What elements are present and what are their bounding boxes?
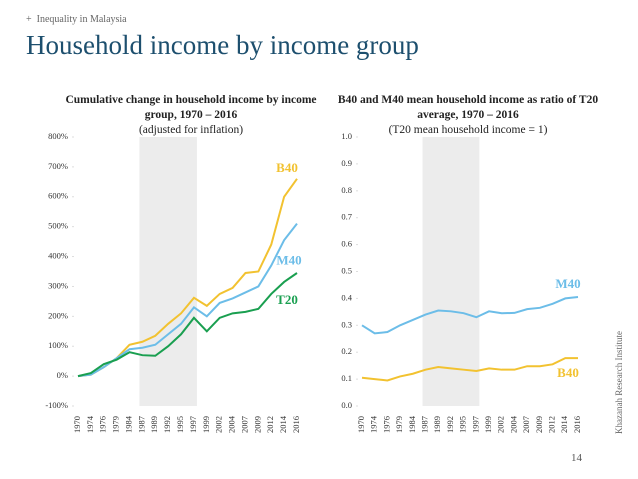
y-tick-label: 0.3 [341, 319, 352, 329]
series-line [77, 272, 298, 378]
kicker: + Inequality in Malaysia [26, 14, 127, 25]
y-tick-label: -100% [45, 400, 68, 410]
y-tick-label: 0.7 [341, 212, 352, 222]
chart-subtitle: (T20 mean household income = 1) [388, 124, 548, 136]
chart-heading: B40 and M40 mean household income as rat… [333, 93, 603, 138]
y-tick-label: 700% [48, 161, 68, 171]
series-label: M40 [555, 276, 580, 291]
y-tick-label: 0.0 [341, 400, 352, 410]
x-tick-label: 2016 [291, 416, 301, 433]
series-label: B40 [276, 160, 298, 175]
x-tick-label: 1992 [445, 416, 455, 433]
series-line [361, 357, 578, 382]
x-tick-label: 1995 [175, 416, 185, 433]
series-label: M40 [276, 253, 301, 268]
series-label: B40 [557, 365, 579, 380]
chart-title: Cumulative change in household income by… [65, 94, 317, 121]
chart-heading: Cumulative change in household income by… [56, 93, 326, 138]
x-tick-label: 2014 [278, 415, 288, 433]
x-tick-label: 2016 [572, 416, 582, 433]
x-tick-label: 1970 [356, 416, 366, 433]
kicker-text: Inequality in Malaysia [36, 14, 127, 25]
x-tick-label: 2009 [534, 416, 544, 433]
x-tick-label: 1979 [111, 416, 121, 433]
x-tick-label: 1984 [407, 415, 417, 433]
series-line [361, 296, 579, 335]
x-tick-label: 2007 [521, 416, 531, 433]
x-tick-label: 2002 [496, 416, 506, 433]
y-tick-label: 0.8 [341, 185, 352, 195]
x-tick-label: 1999 [201, 416, 211, 433]
x-tick-label: 1974 [85, 415, 95, 433]
source: Khazanah Research Institute [614, 331, 624, 434]
x-tick-label: 1970 [72, 416, 82, 433]
x-tick-label: 2004 [508, 415, 518, 433]
y-tick-label: 300% [48, 280, 68, 290]
x-tick-label: 1997 [188, 416, 198, 433]
y-tick-label: 0.2 [341, 346, 352, 356]
x-tick-label: 1992 [162, 416, 172, 433]
x-tick-label: 2012 [547, 416, 557, 433]
plus-icon: + [26, 14, 37, 25]
y-tick-label: 0.5 [341, 265, 352, 275]
y-tick-label: 0.1 [341, 373, 352, 383]
x-tick-label: 1995 [458, 416, 468, 433]
y-tick-label: 100% [48, 340, 68, 350]
x-tick-label: 1989 [149, 416, 159, 433]
y-tick-label: 200% [48, 310, 68, 320]
shaded-period [139, 137, 197, 406]
x-tick-label: 1984 [123, 415, 133, 433]
x-tick-label: 2009 [252, 416, 262, 433]
x-tick-label: 1979 [394, 416, 404, 433]
x-tick-label: 1989 [432, 416, 442, 433]
x-tick-label: 1987 [419, 416, 429, 433]
slide-title: Household income by income group [26, 30, 419, 60]
x-tick-label: 2004 [227, 415, 237, 433]
chart-subtitle: (adjusted for inflation) [138, 124, 244, 136]
y-tick-label: 1.0 [341, 131, 352, 141]
x-tick-label: 2002 [214, 416, 224, 433]
y-tick-label: 400% [48, 251, 68, 261]
y-tick-label: 0.9 [341, 158, 352, 168]
x-tick-label: 2007 [239, 416, 249, 433]
y-tick-label: 800% [48, 131, 68, 141]
page-number: 14 [571, 452, 582, 464]
y-tick-label: 500% [48, 221, 68, 231]
y-tick-label: 0.4 [341, 292, 352, 302]
x-tick-label: 1997 [470, 416, 480, 433]
x-tick-label: 1976 [381, 416, 391, 433]
x-tick-label: 1999 [483, 416, 493, 433]
x-tick-label: 2014 [559, 415, 569, 433]
shaded-period [422, 137, 480, 406]
series-label: T20 [276, 292, 298, 307]
x-tick-label: 2012 [265, 416, 275, 433]
chart-title: B40 and M40 mean household income as rat… [337, 94, 599, 121]
x-tick-label: 1987 [136, 416, 146, 433]
x-tick-label: 1976 [98, 416, 108, 433]
y-tick-label: 600% [48, 191, 68, 201]
y-tick-label: 0% [57, 370, 68, 380]
x-tick-label: 1974 [369, 415, 379, 433]
y-tick-label: 0.6 [341, 239, 352, 249]
